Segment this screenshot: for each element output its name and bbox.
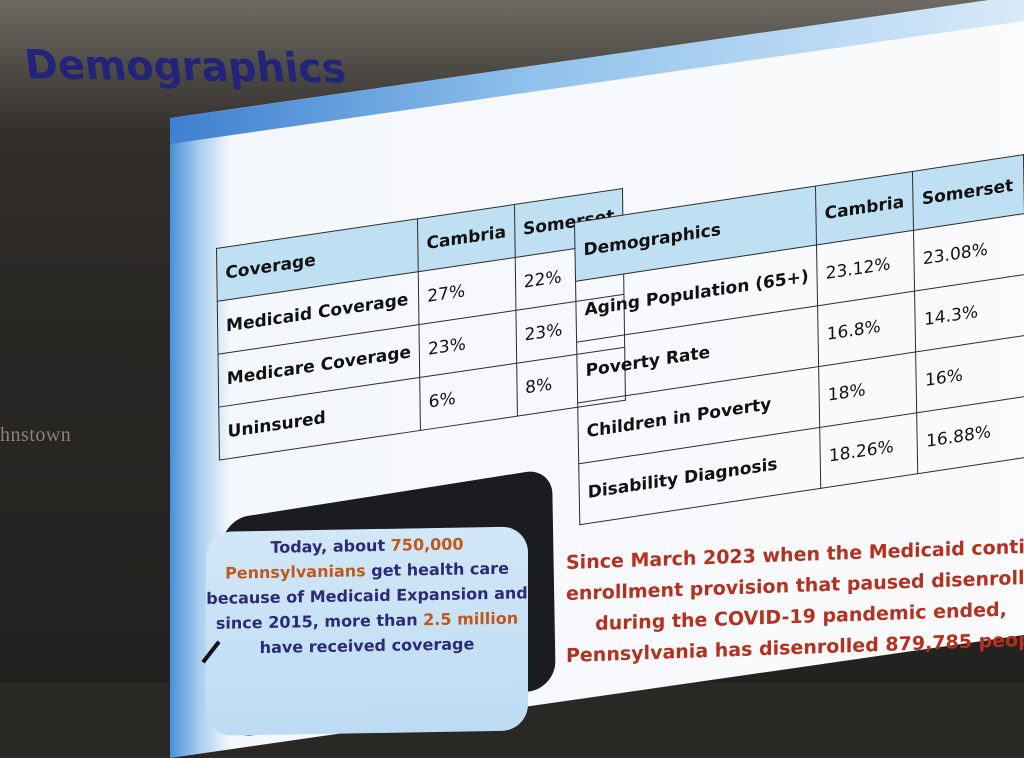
- callout-highlight: Pennsylvanians: [225, 561, 366, 583]
- wall-sign-text: hnstown: [0, 424, 72, 446]
- callout-highlight: 2.5 million: [423, 608, 519, 630]
- disenrollment-notice: Since March 2023 when the Medicaid conti…: [566, 532, 1024, 672]
- slide-title: Demographics: [22, 42, 349, 93]
- callout-text: Today, about: [270, 535, 391, 557]
- callout-text: get health care: [365, 558, 509, 581]
- callout-highlight: 750,000: [390, 534, 464, 555]
- notice-clip: Since March 2023 when the Medicaid conti…: [540, 530, 1024, 683]
- medicaid-expansion-callout: Today, about 750,000 Pennsylvanians get …: [206, 526, 528, 736]
- callout-text: since 2015, more than: [215, 610, 424, 633]
